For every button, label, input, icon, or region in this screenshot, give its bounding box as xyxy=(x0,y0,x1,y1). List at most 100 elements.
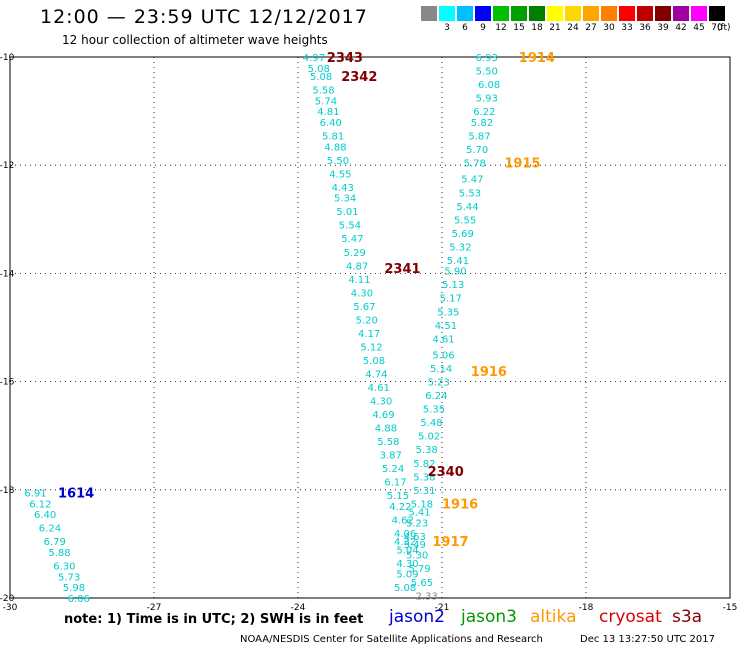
lon-tick-label: -15 xyxy=(723,603,738,613)
wave-height-value: 5.08 xyxy=(310,72,332,83)
lon-tick-label: -27 xyxy=(147,603,162,613)
wave-height-value: 5.12 xyxy=(360,342,382,353)
track-pass-label: 1914 xyxy=(519,51,555,66)
satellite-label-s3a: s3a xyxy=(672,607,703,627)
legend-label: 6 xyxy=(462,23,468,33)
wave-height-value: 5.01 xyxy=(336,207,358,218)
wave-height-value: 2.33 xyxy=(416,591,438,602)
wave-height-value: 5.47 xyxy=(341,234,363,245)
wave-height-value: 4.32 xyxy=(394,537,416,548)
satellite-label-cryosat: cryosat xyxy=(599,607,662,627)
wave-height-value: 5.44 xyxy=(456,202,478,213)
wave-height-value: 5.06 xyxy=(432,351,454,362)
wave-height-value: 5.82 xyxy=(471,118,493,129)
legend-swatch xyxy=(439,6,455,21)
wave-height-value: 5.30 xyxy=(406,551,428,562)
track-pass-label: 2343 xyxy=(327,51,363,66)
wave-height-value: 5.48 xyxy=(420,418,442,429)
wave-height-value: 5.78 xyxy=(464,158,486,169)
footer-note: note: 1) Time is in UTC; 2) SWH is in fe… xyxy=(64,612,364,627)
lat-tick-label: -12 xyxy=(0,161,14,171)
wave-height-value: 5.65 xyxy=(411,578,433,589)
wave-height-value: 5.14 xyxy=(430,364,452,375)
wave-height-value: 5.87 xyxy=(468,131,490,142)
legend-label: 30 xyxy=(603,23,615,33)
wave-height-value: 6.24 xyxy=(39,524,61,535)
wave-height-value: 4.51 xyxy=(435,321,457,332)
wave-height-value: 5.98 xyxy=(63,583,85,594)
wave-height-value: 5.24 xyxy=(382,464,404,475)
legend-swatch xyxy=(691,6,707,21)
satellite-label-jason3: jason3 xyxy=(461,607,517,627)
legend-swatch xyxy=(475,6,491,21)
lon-tick-label: -21 xyxy=(435,603,450,613)
track-pass-label: 2341 xyxy=(384,262,420,277)
legend-swatch xyxy=(565,6,581,21)
wave-height-value: 3.87 xyxy=(380,451,402,462)
wave-height-value: 6.24 xyxy=(425,391,447,402)
wave-height-value: 5.41 xyxy=(408,507,430,518)
satellite-label-altika: altika xyxy=(530,607,577,627)
wave-height-value: 4.30 xyxy=(396,559,418,570)
wave-height-value: 5.50 xyxy=(327,156,349,167)
wave-height-value: 5.08 xyxy=(363,356,385,367)
legend-swatch xyxy=(655,6,671,21)
track-pass-label: 1917 xyxy=(432,535,468,550)
track-pass-label: 2342 xyxy=(341,70,377,85)
legend-swatch xyxy=(511,6,527,21)
wave-height-value: 4.06 xyxy=(394,529,416,540)
legend-swatch xyxy=(583,6,599,21)
wave-height-value: 6.40 xyxy=(34,510,56,521)
legend-label: 70 xyxy=(711,23,723,33)
wave-height-value: 5.58 xyxy=(312,85,334,96)
legend-swatch xyxy=(547,6,563,21)
track-pass-label: 1916 xyxy=(442,497,478,512)
satellite-label-jason2: jason2 xyxy=(389,607,445,627)
legend-label: 12 xyxy=(495,23,507,33)
lat-tick-label: -20 xyxy=(0,594,15,604)
legend-swatch xyxy=(709,6,725,21)
wave-height-value: 4.62 xyxy=(392,516,414,527)
wave-height-value: 5.88 xyxy=(48,548,70,559)
wave-height-value: 4.97 xyxy=(303,53,325,64)
wave-height-value: 5.13 xyxy=(442,280,464,291)
wave-height-value: 6.06 xyxy=(68,594,90,605)
wave-height-value: 5.17 xyxy=(440,294,462,305)
track-pass-label: 1915 xyxy=(504,156,540,171)
wave-height-value: 4.81 xyxy=(317,107,339,118)
legend-label: 39 xyxy=(657,23,669,33)
wave-height-value: 5.15 xyxy=(387,491,409,502)
wave-height-value: 5.58 xyxy=(377,437,399,448)
wave-height-value: 5.08 xyxy=(394,583,416,594)
wave-height-value: 4.88 xyxy=(324,142,346,153)
lon-tick-label: -18 xyxy=(579,603,594,613)
credit-text: NOAA/NESDIS Center for Satellite Applica… xyxy=(240,634,543,645)
wave-height-value: 4.30 xyxy=(370,397,392,408)
legend-label: 24 xyxy=(567,23,579,33)
legend-label: 21 xyxy=(549,23,561,33)
wave-height-value: 6.30 xyxy=(53,562,75,573)
wave-height-value: 4.55 xyxy=(329,169,351,180)
wave-height-value: 5.02 xyxy=(418,432,440,443)
chart-subtitle: 12 hour collection of altimeter wave hei… xyxy=(62,33,328,47)
wave-height-value: 5.32 xyxy=(449,242,471,253)
wave-height-value: 5.41 xyxy=(447,256,469,267)
legend-label: 18 xyxy=(531,23,543,33)
map-frame xyxy=(9,56,731,599)
wave-height-value: 4.74 xyxy=(365,369,387,380)
wave-height-value: 5.08 xyxy=(308,64,330,75)
legend-label: 45 xyxy=(693,23,705,33)
legend-swatch xyxy=(619,6,635,21)
legend-swatch xyxy=(637,6,653,21)
track-pass-label: 2340 xyxy=(428,465,464,480)
wave-height-value: 4.88 xyxy=(375,424,397,435)
legend-label: 27 xyxy=(585,23,597,33)
legend-label: 15 xyxy=(513,23,525,33)
legend-label: 36 xyxy=(639,23,651,33)
legend-swatch xyxy=(673,6,689,21)
wave-height-value: 6.79 xyxy=(44,537,66,548)
wave-height-value: 4.61 xyxy=(368,383,390,394)
lat-tick-label: -10 xyxy=(0,53,15,63)
chart-title: 12:00 — 23:59 UTC 12/12/2017 xyxy=(40,6,368,28)
